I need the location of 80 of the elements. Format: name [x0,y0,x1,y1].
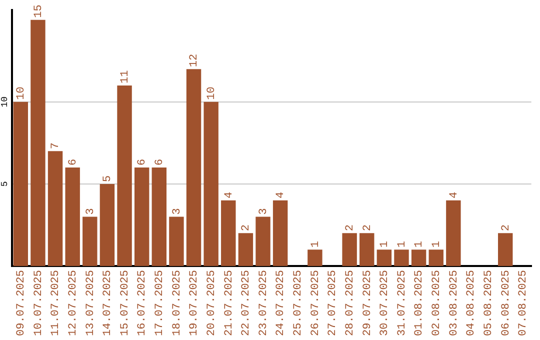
x-tick-label: 07.08.2025 [518,270,530,336]
x-tick-label: 13.07.2025 [84,270,97,336]
bar [13,102,28,266]
bar [117,85,132,266]
data-label: 1 [431,240,444,248]
x-tick-label: 29.07.2025 [362,270,374,336]
data-label: 2 [344,224,356,232]
x-tick-label: 19.07.2025 [188,270,201,336]
data-label: 5 [102,175,114,182]
data-label: 11 [119,70,132,84]
x-tick-label: 10.07.2025 [32,270,45,336]
x-tick-label: 23.07.2025 [258,270,270,336]
x-tick-label: 03.08.2025 [448,270,460,336]
bar [30,20,46,266]
bar [48,151,63,266]
x-tick-label: 30.07.2025 [379,270,392,336]
bar [65,168,80,266]
data-label: 6 [154,158,166,166]
x-tick-label: 09.07.2025 [16,270,28,336]
x-tick-label: 16.07.2025 [136,270,149,336]
data-label: 7 [50,142,62,150]
bar [256,216,270,266]
x-tick-label: 24.07.2025 [275,270,288,336]
data-label: 1 [396,240,408,248]
bar [100,184,115,266]
bar [238,233,254,266]
data-label: 10 [206,86,218,100]
bar [272,200,288,266]
x-tick-label: 20.07.2025 [206,270,218,336]
x-tick-label: 27.07.2025 [327,270,340,336]
data-label: 2 [240,224,253,232]
bar [498,233,513,266]
bar [360,233,374,266]
x-tick-label: 02.08.2025 [431,270,444,336]
data-label: 4 [223,191,236,198]
data-label: 4 [275,191,288,198]
data-label: 1 [379,240,392,248]
x-tick-label: 25.07.2025 [292,270,305,336]
data-label: 3 [171,208,184,215]
bar [428,250,444,266]
x-tick-label: 21.07.2025 [223,270,236,336]
x-tick-label: 01.08.2025 [414,270,426,336]
data-label: 3 [258,208,270,215]
x-tick-label: 12.07.2025 [67,270,80,336]
bar [152,168,166,266]
x-tick-label: 11.07.2025 [50,270,62,336]
x-tick-label: 17.07.2025 [154,270,166,336]
bar [204,102,218,266]
data-label: 6 [136,158,149,166]
data-label: 3 [84,208,97,215]
x-tick-label: 26.07.2025 [310,270,322,336]
bar [169,216,184,266]
data-label: 10 [16,86,28,100]
bar [411,250,426,266]
data-label: 4 [448,191,460,198]
x-tick-label: 06.08.2025 [500,270,512,336]
x-tick-label: 28.07.2025 [344,270,356,336]
bar [134,168,150,266]
x-tick-label: 18.07.2025 [171,270,184,336]
bar [376,250,392,266]
data-label: 2 [500,224,512,232]
bar [221,200,236,266]
data-label: 2 [362,224,374,232]
x-tick-label: 22.07.2025 [240,270,253,336]
bar [186,69,202,266]
bar [82,216,98,266]
x-tick-label: 15.07.2025 [119,270,132,336]
x-tick-label: 31.07.2025 [396,270,408,336]
x-tick-label: 04.08.2025 [466,270,478,336]
data-label: 15 [32,4,45,18]
bar [342,233,357,266]
bar [308,250,322,266]
x-tick-label: 14.07.2025 [102,270,114,336]
bar [446,200,461,266]
x-tick-label: 05.08.2025 [482,270,495,336]
data-label: 12 [188,54,201,68]
data-label: 1 [414,240,426,248]
data-label: 6 [67,158,80,166]
bar [394,250,409,266]
data-label: 1 [310,240,322,248]
